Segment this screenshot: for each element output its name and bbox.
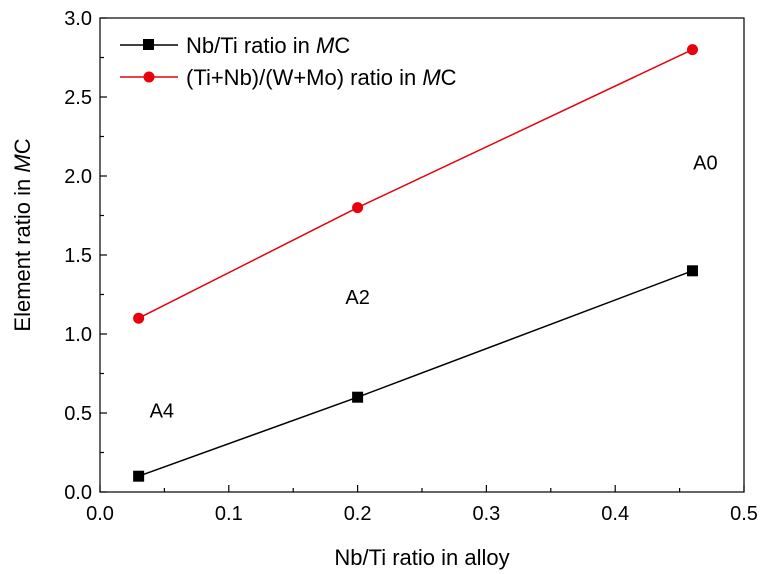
series-layer <box>133 44 698 482</box>
y-axis-label-prefix: Element ratio in <box>10 173 35 332</box>
annotations: A4 A2 A0 <box>150 153 718 423</box>
y-axis: 0.0 0.5 1.0 1.5 2.0 2.5 3.0 <box>64 8 107 504</box>
y-tick-label: 2.0 <box>64 166 92 188</box>
y-tick-label: 0.5 <box>64 403 92 425</box>
legend-label-nb-ti-suffix: C <box>334 33 350 58</box>
x-tick-label: 0.5 <box>730 503 758 525</box>
x-axis: 0.0 0.1 0.2 0.3 0.4 0.5 <box>86 485 758 525</box>
y-tick-label: 2.5 <box>64 87 92 109</box>
y-tick-label: 3.0 <box>64 8 92 30</box>
data-point-circle <box>133 312 145 324</box>
plot-area <box>99 17 745 493</box>
legend-label-tinb-wmo-prefix: (Ti+Nb)/(W+Mo) ratio in <box>186 65 422 90</box>
x-axis-label: Nb/Ti ratio in alloy <box>334 545 509 570</box>
legend-label-tinb-wmo: (Ti+Nb)/(W+Mo) ratio in MC <box>186 65 457 90</box>
legend-marker-square <box>143 39 154 50</box>
legend-label-nb-ti-em: M <box>316 33 335 58</box>
legend-entry-nb-ti: Nb/Ti ratio in MC <box>120 33 350 58</box>
legend-entry-tinb-wmo: (Ti+Nb)/(W+Mo) ratio in MC <box>120 65 457 90</box>
y-axis-label-suffix: C <box>10 138 35 154</box>
legend-label-tinb-wmo-suffix: C <box>441 65 457 90</box>
y-axis-label: Element ratio in MC <box>10 138 35 331</box>
data-point-square <box>133 470 145 482</box>
data-point-circle <box>352 202 364 214</box>
x-tick-label: 0.1 <box>215 503 243 525</box>
data-point-circle <box>686 44 698 56</box>
annotation-label: A4 <box>150 401 174 423</box>
data-point-square <box>686 265 698 277</box>
annotation-label: A0 <box>693 153 717 175</box>
legend-label-tinb-wmo-em: M <box>422 65 441 90</box>
annotation-label: A2 <box>345 287 369 309</box>
legend-label-nb-ti-prefix: Nb/Ti ratio in <box>186 33 316 58</box>
y-tick-label: 0.0 <box>64 482 92 504</box>
y-tick-label: 1.0 <box>64 324 92 346</box>
data-point-square <box>352 391 364 403</box>
x-tick-label: 0.0 <box>86 503 114 525</box>
legend-marker-circle <box>143 71 155 83</box>
x-tick-label: 0.2 <box>344 503 372 525</box>
legend: Nb/Ti ratio in MC (Ti+Nb)/(W+Mo) ratio i… <box>120 33 457 90</box>
legend-label-nb-ti: Nb/Ti ratio in MC <box>186 33 350 58</box>
x-tick-label: 0.3 <box>472 503 500 525</box>
x-tick-label: 0.4 <box>601 503 629 525</box>
y-axis-label-em: M <box>10 154 35 173</box>
y-tick-label: 1.5 <box>64 245 92 267</box>
